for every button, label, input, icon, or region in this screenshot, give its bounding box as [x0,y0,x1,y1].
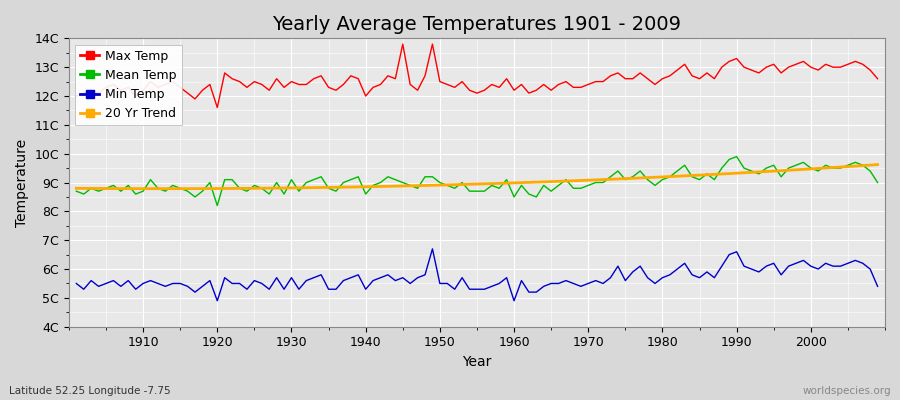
X-axis label: Year: Year [463,355,491,369]
Title: Yearly Average Temperatures 1901 - 2009: Yearly Average Temperatures 1901 - 2009 [273,15,681,34]
Y-axis label: Temperature: Temperature [15,138,29,226]
Text: Latitude 52.25 Longitude -7.75: Latitude 52.25 Longitude -7.75 [9,386,171,396]
Legend: Max Temp, Mean Temp, Min Temp, 20 Yr Trend: Max Temp, Mean Temp, Min Temp, 20 Yr Tre… [76,44,182,125]
Text: worldspecies.org: worldspecies.org [803,386,891,396]
